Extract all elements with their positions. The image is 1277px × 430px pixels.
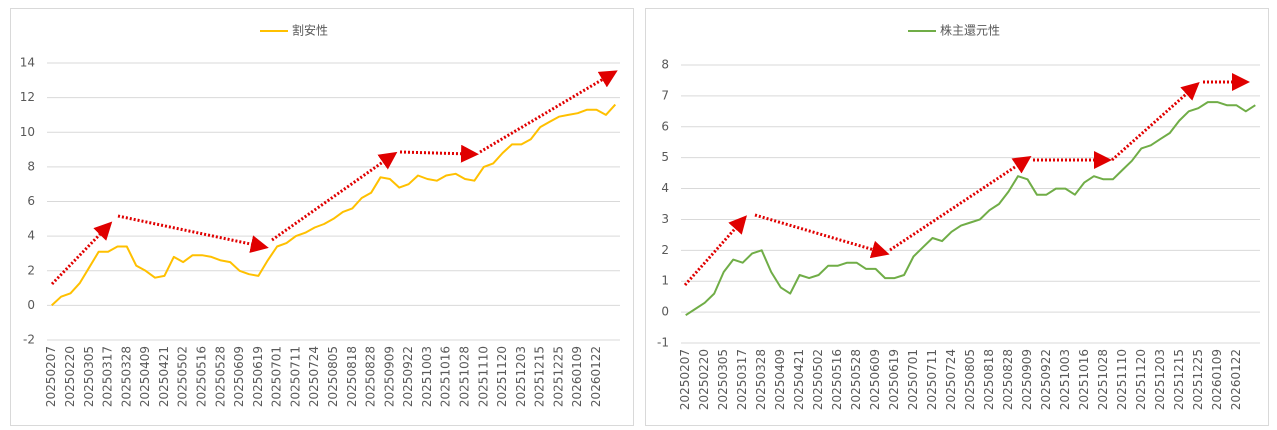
x-tick-label: 20250528 [849, 349, 863, 410]
y-tick-label: 12 [20, 90, 35, 104]
x-tick-label: 20250711 [925, 349, 939, 410]
y-tick-label: -1 [657, 336, 669, 350]
x-tick-label: 20251110 [1115, 349, 1129, 410]
chart-panel [10, 8, 634, 426]
x-tick-label: 20250502 [811, 349, 825, 410]
x-tick-label: 20250805 [963, 349, 977, 410]
x-tick-label: 20250409 [773, 349, 787, 410]
x-tick-label: 20250207 [44, 346, 58, 407]
y-tick-label: 10 [20, 125, 35, 139]
x-tick-label: 20251120 [1134, 349, 1148, 410]
x-tick-label: 20251225 [1191, 349, 1205, 410]
y-tick-label: 1 [661, 274, 669, 288]
x-tick-label: 20250922 [1039, 349, 1053, 410]
x-tick-label: 20250711 [288, 346, 302, 407]
x-tick-label: 20251225 [551, 346, 565, 407]
x-tick-label: 20251028 [1096, 349, 1110, 410]
x-tick-label: 20250909 [1020, 349, 1034, 410]
y-tick-label: 8 [661, 58, 669, 72]
y-tick-label: 7 [661, 88, 669, 102]
x-tick-label: 20251215 [1172, 349, 1186, 410]
x-tick-label: 20250619 [887, 349, 901, 410]
arrow [754, 213, 890, 259]
y-tick-label: 14 [20, 56, 35, 70]
x-tick-label: 20260122 [589, 346, 603, 407]
x-tick-label: 20250502 [176, 346, 190, 407]
y-tick-label: 6 [27, 194, 35, 208]
x-tick-label: 20251003 [1058, 349, 1072, 410]
legend-label: 割安性 [292, 23, 328, 38]
series-line [685, 101, 1256, 317]
x-tick-label: 20250305 [82, 346, 96, 407]
x-tick-label: 20251003 [420, 346, 434, 407]
x-tick-label: 20250516 [194, 346, 208, 407]
x-tick-label: 20250619 [251, 346, 265, 407]
x-tick-label: 20250724 [307, 346, 321, 407]
x-tick-label: 20250805 [326, 346, 340, 407]
x-tick-label: 20250701 [906, 349, 920, 410]
x-tick-label: 20250724 [944, 349, 958, 410]
x-tick-label: 20250220 [697, 349, 711, 410]
arrow [889, 156, 1032, 252]
x-tick-label: 20251215 [533, 346, 547, 407]
x-tick-label: 20251203 [1153, 349, 1167, 410]
arrow [117, 214, 269, 253]
chart-panel [645, 8, 1269, 426]
x-tick-label: 20250609 [868, 349, 882, 410]
x-tick-label: 20250305 [716, 349, 730, 410]
x-tick-label: 20260109 [570, 346, 584, 407]
y-tick-label: 5 [661, 150, 669, 164]
arrow [50, 221, 113, 286]
x-tick-label: 20250317 [101, 346, 115, 407]
y-tick-label: 2 [27, 263, 35, 277]
x-tick-label: 20250421 [157, 346, 171, 407]
x-tick-label: 20250609 [232, 346, 246, 407]
y-tick-label: 8 [27, 159, 35, 173]
x-tick-label: 20251120 [495, 346, 509, 407]
y-tick-label: 4 [27, 229, 35, 243]
x-tick-label: 20251016 [439, 346, 453, 407]
y-tick-label: -2 [23, 333, 35, 347]
x-tick-label: 20250328 [119, 346, 133, 407]
x-tick-label: 20251203 [514, 346, 528, 407]
y-tick-label: 4 [661, 181, 669, 195]
x-tick-label: 20251016 [1077, 349, 1091, 410]
x-tick-label: 20250328 [754, 349, 768, 410]
x-tick-label: 20250828 [364, 346, 378, 407]
x-tick-label: 20250528 [213, 346, 227, 407]
x-tick-label: 20250317 [735, 349, 749, 410]
x-tick-label: 20250421 [792, 349, 806, 410]
x-tick-label: 20250922 [401, 346, 415, 407]
x-tick-label: 20260122 [1229, 349, 1243, 410]
legend-label: 株主還元性 [940, 23, 1000, 38]
x-tick-label: 20250818 [982, 349, 996, 410]
arrow [479, 70, 618, 154]
x-tick-label: 20250701 [270, 346, 284, 407]
y-tick-label: 6 [661, 119, 669, 133]
x-tick-label: 20250409 [138, 346, 152, 407]
x-tick-label: 20251028 [458, 346, 472, 407]
y-tick-label: 0 [661, 305, 669, 319]
x-tick-label: 20250207 [678, 349, 692, 410]
x-tick-label: 20250516 [830, 349, 844, 410]
annotation-arrows [50, 70, 1250, 286]
series-line [51, 103, 617, 307]
y-tick-label: 0 [27, 298, 35, 312]
x-tick-label: 20251110 [476, 346, 490, 407]
y-tick-label: 3 [661, 212, 669, 226]
x-tick-label: 20250909 [382, 346, 396, 407]
x-tick-label: 20250828 [1001, 349, 1015, 410]
x-tick-label: 20250220 [63, 346, 77, 407]
x-tick-label: 20260109 [1210, 349, 1224, 410]
y-tick-label: 2 [661, 243, 669, 257]
x-tick-label: 20250818 [345, 346, 359, 407]
arrow [271, 151, 398, 242]
